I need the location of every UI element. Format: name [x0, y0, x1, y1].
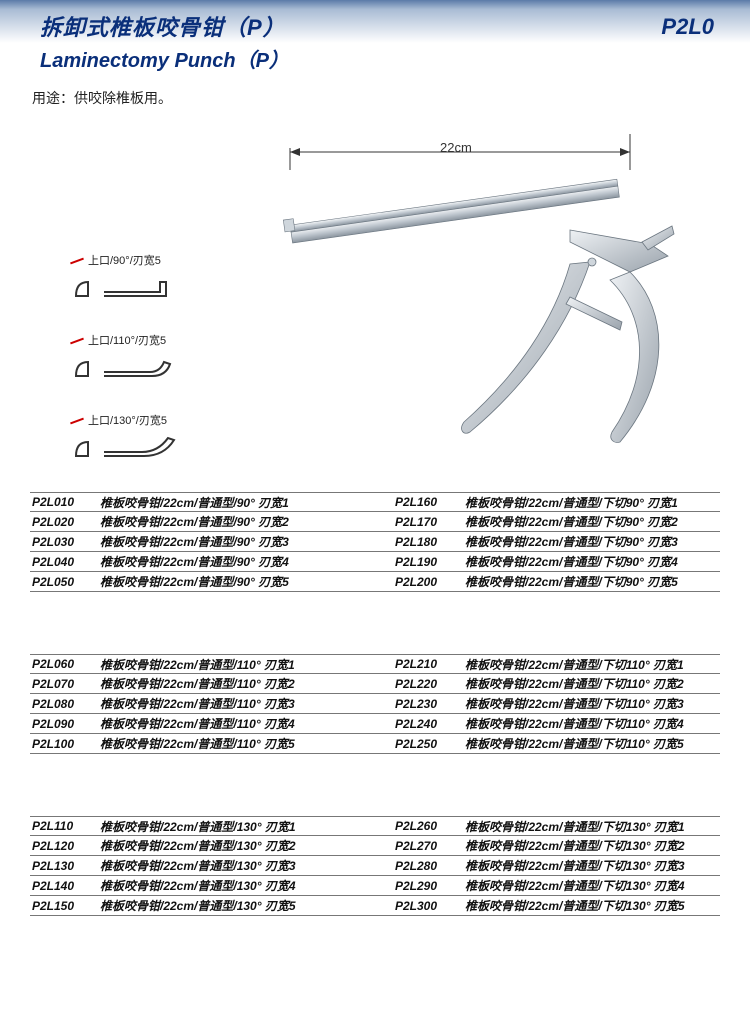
item-desc: 椎板咬骨钳/22cm/普通型/110° 刃宽1 [100, 656, 365, 673]
figure-area: 22cm 上口/90°/刃宽5 上口/110°/刃宽5 上口/130°/刃宽5 [0, 112, 750, 492]
item-desc: 椎板咬骨钳/22cm/普通型/90° 刃宽1 [100, 494, 365, 511]
product-code: P2L0 [661, 14, 714, 40]
table-row: P2L020椎板咬骨钳/22cm/普通型/90° 刃宽2 P2L170椎板咬骨钳/… [30, 512, 720, 532]
item-desc: 椎板咬骨钳/22cm/普通型/下切130° 刃宽2 [465, 837, 720, 854]
item-desc: 椎板咬骨钳/22cm/普通型/90° 刃宽4 [100, 553, 365, 570]
item-code: P2L030 [30, 535, 100, 549]
item-code: P2L180 [395, 535, 465, 549]
item-code: P2L240 [395, 717, 465, 731]
item-desc: 椎板咬骨钳/22cm/普通型/下切110° 刃宽4 [465, 715, 720, 732]
item-code: P2L140 [30, 879, 100, 893]
item-code: P2L170 [395, 515, 465, 529]
item-code: P2L260 [395, 819, 465, 833]
item-code: P2L040 [30, 555, 100, 569]
item-code: P2L270 [395, 839, 465, 853]
item-desc: 椎板咬骨钳/22cm/普通型/下切130° 刃宽5 [465, 897, 720, 914]
item-code: P2L060 [30, 657, 100, 671]
spec-block: P2L010椎板咬骨钳/22cm/普通型/90° 刃宽1P2L160椎板咬骨钳/… [30, 492, 720, 592]
tip-label-110: 上口/110°/刃宽5 [88, 335, 166, 347]
item-desc: 椎板咬骨钳/22cm/普通型/下切90° 刃宽2 [465, 513, 720, 530]
item-code: P2L210 [395, 657, 465, 671]
header-band: 拆卸式椎板咬骨钳（P） Laminectomy Punch（P） P2L0 [0, 0, 750, 78]
item-desc: 椎板咬骨钳/22cm/普通型/130° 刃宽4 [100, 877, 365, 894]
table-row: P2L120椎板咬骨钳/22cm/普通型/130° 刃宽2 P2L270椎板咬骨钳… [30, 836, 720, 856]
tip-130-icon [70, 428, 190, 466]
table-row: P2L130椎板咬骨钳/22cm/普通型/130° 刃宽3 P2L280椎板咬骨钳… [30, 856, 720, 876]
tip-90-icon [70, 268, 190, 306]
table-row: P2L140椎板咬骨钳/22cm/普通型/130° 刃宽4 P2L290椎板咬骨钳… [30, 876, 720, 896]
item-desc: 椎板咬骨钳/22cm/普通型/90° 刃宽5 [100, 573, 365, 590]
item-code: P2L020 [30, 515, 100, 529]
table-row: P2L040椎板咬骨钳/22cm/普通型/90° 刃宽4 P2L190椎板咬骨钳/… [30, 552, 720, 572]
item-desc: 椎板咬骨钳/22cm/普通型/90° 刃宽2 [100, 513, 365, 530]
item-desc: 椎板咬骨钳/22cm/普通型/下切90° 刃宽3 [465, 533, 720, 550]
tip-profile-130: 上口/130°/刃宽5 [70, 412, 190, 471]
table-row: P2L150椎板咬骨钳/22cm/普通型/130° 刃宽5 P2L300椎板咬骨钳… [30, 896, 720, 916]
item-code: P2L120 [30, 839, 100, 853]
item-code: P2L010 [30, 495, 100, 509]
item-desc: 椎板咬骨钳/22cm/普通型/110° 刃宽3 [100, 695, 365, 712]
item-code: P2L160 [395, 495, 465, 509]
item-desc: 椎板咬骨钳/22cm/普通型/110° 刃宽4 [100, 715, 365, 732]
item-desc: 椎板咬骨钳/22cm/普通型/下切130° 刃宽4 [465, 877, 720, 894]
item-desc: 椎板咬骨钳/22cm/普通型/130° 刃宽5 [100, 897, 365, 914]
table-row: P2L070椎板咬骨钳/22cm/普通型/110° 刃宽2 P2L220椎板咬骨钳… [30, 674, 720, 694]
table-row: P2L050椎板咬骨钳/22cm/普通型/90° 刃宽5 P2L200椎板咬骨钳/… [30, 572, 720, 592]
table-row: P2L010椎板咬骨钳/22cm/普通型/90° 刃宽1 P2L160椎板咬骨钳/… [30, 492, 720, 512]
title-english: Laminectomy Punch（P） [40, 44, 722, 73]
item-desc: 椎板咬骨钳/22cm/普通型/110° 刃宽5 [100, 735, 365, 752]
title-chinese: 拆卸式椎板咬骨钳（P） [40, 10, 722, 42]
item-code: P2L290 [395, 879, 465, 893]
item-code: P2L230 [395, 697, 465, 711]
item-code: P2L070 [30, 677, 100, 691]
item-code: P2L080 [30, 697, 100, 711]
table-row: P2L060椎板咬骨钳/22cm/普通型/110° 刃宽1 P2L210椎板咬骨钳… [30, 654, 720, 674]
item-code: P2L200 [395, 575, 465, 589]
item-code: P2L100 [30, 737, 100, 751]
item-code: P2L130 [30, 859, 100, 873]
item-desc: 椎板咬骨钳/22cm/普通型/下切110° 刃宽3 [465, 695, 720, 712]
item-desc: 椎板咬骨钳/22cm/普通型/130° 刃宽1 [100, 818, 365, 835]
instrument-illustration [270, 122, 690, 452]
item-desc: 椎板咬骨钳/22cm/普通型/下切110° 刃宽1 [465, 656, 720, 673]
item-desc: 椎板咬骨钳/22cm/普通型/下切110° 刃宽5 [465, 735, 720, 752]
item-desc: 椎板咬骨钳/22cm/普通型/下切110° 刃宽2 [465, 675, 720, 692]
item-code: P2L280 [395, 859, 465, 873]
tip-label-90: 上口/90°/刃宽5 [88, 255, 161, 267]
spec-block: P2L060椎板咬骨钳/22cm/普通型/110° 刃宽1P2L210椎板咬骨钳… [30, 654, 720, 754]
tip-110-icon [70, 348, 190, 386]
item-code: P2L250 [395, 737, 465, 751]
item-desc: 椎板咬骨钳/22cm/普通型/90° 刃宽3 [100, 533, 365, 550]
item-code: P2L110 [30, 819, 100, 833]
item-desc: 椎板咬骨钳/22cm/普通型/下切90° 刃宽1 [465, 494, 720, 511]
table-row: P2L030椎板咬骨钳/22cm/普通型/90° 刃宽3 P2L180椎板咬骨钳/… [30, 532, 720, 552]
spec-block: P2L110椎板咬骨钳/22cm/普通型/130° 刃宽1P2L260椎板咬骨钳… [30, 816, 720, 916]
item-desc: 椎板咬骨钳/22cm/普通型/下切130° 刃宽3 [465, 857, 720, 874]
table-row: P2L080椎板咬骨钳/22cm/普通型/110° 刃宽3 P2L230椎板咬骨钳… [30, 694, 720, 714]
item-desc: 椎板咬骨钳/22cm/普通型/下切130° 刃宽1 [465, 818, 720, 835]
item-code: P2L090 [30, 717, 100, 731]
item-desc: 椎板咬骨钳/22cm/普通型/下切90° 刃宽5 [465, 573, 720, 590]
item-code: P2L190 [395, 555, 465, 569]
item-desc: 椎板咬骨钳/22cm/普通型/130° 刃宽2 [100, 837, 365, 854]
item-code: P2L050 [30, 575, 100, 589]
item-desc: 椎板咬骨钳/22cm/普通型/下切90° 刃宽4 [465, 553, 720, 570]
dimension-label: 22cm [440, 140, 472, 155]
tip-profile-110: 上口/110°/刃宽5 [70, 332, 190, 391]
tip-profile-90: 上口/90°/刃宽5 [70, 252, 190, 311]
table-row: P2L100椎板咬骨钳/22cm/普通型/110° 刃宽5 P2L250椎板咬骨钳… [30, 734, 720, 754]
table-row: P2L110椎板咬骨钳/22cm/普通型/130° 刃宽1 P2L260椎板咬骨钳… [30, 816, 720, 836]
item-code: P2L220 [395, 677, 465, 691]
item-code: P2L300 [395, 899, 465, 913]
table-row: P2L090椎板咬骨钳/22cm/普通型/110° 刃宽4 P2L240椎板咬骨钳… [30, 714, 720, 734]
item-desc: 椎板咬骨钳/22cm/普通型/110° 刃宽2 [100, 675, 365, 692]
tip-label-130: 上口/130°/刃宽5 [88, 415, 167, 427]
item-desc: 椎板咬骨钳/22cm/普通型/130° 刃宽3 [100, 857, 365, 874]
usage-text: 用途：供咬除椎板用。 [32, 88, 750, 108]
item-code: P2L150 [30, 899, 100, 913]
spec-tables: P2L010椎板咬骨钳/22cm/普通型/90° 刃宽1P2L160椎板咬骨钳/… [0, 492, 750, 916]
